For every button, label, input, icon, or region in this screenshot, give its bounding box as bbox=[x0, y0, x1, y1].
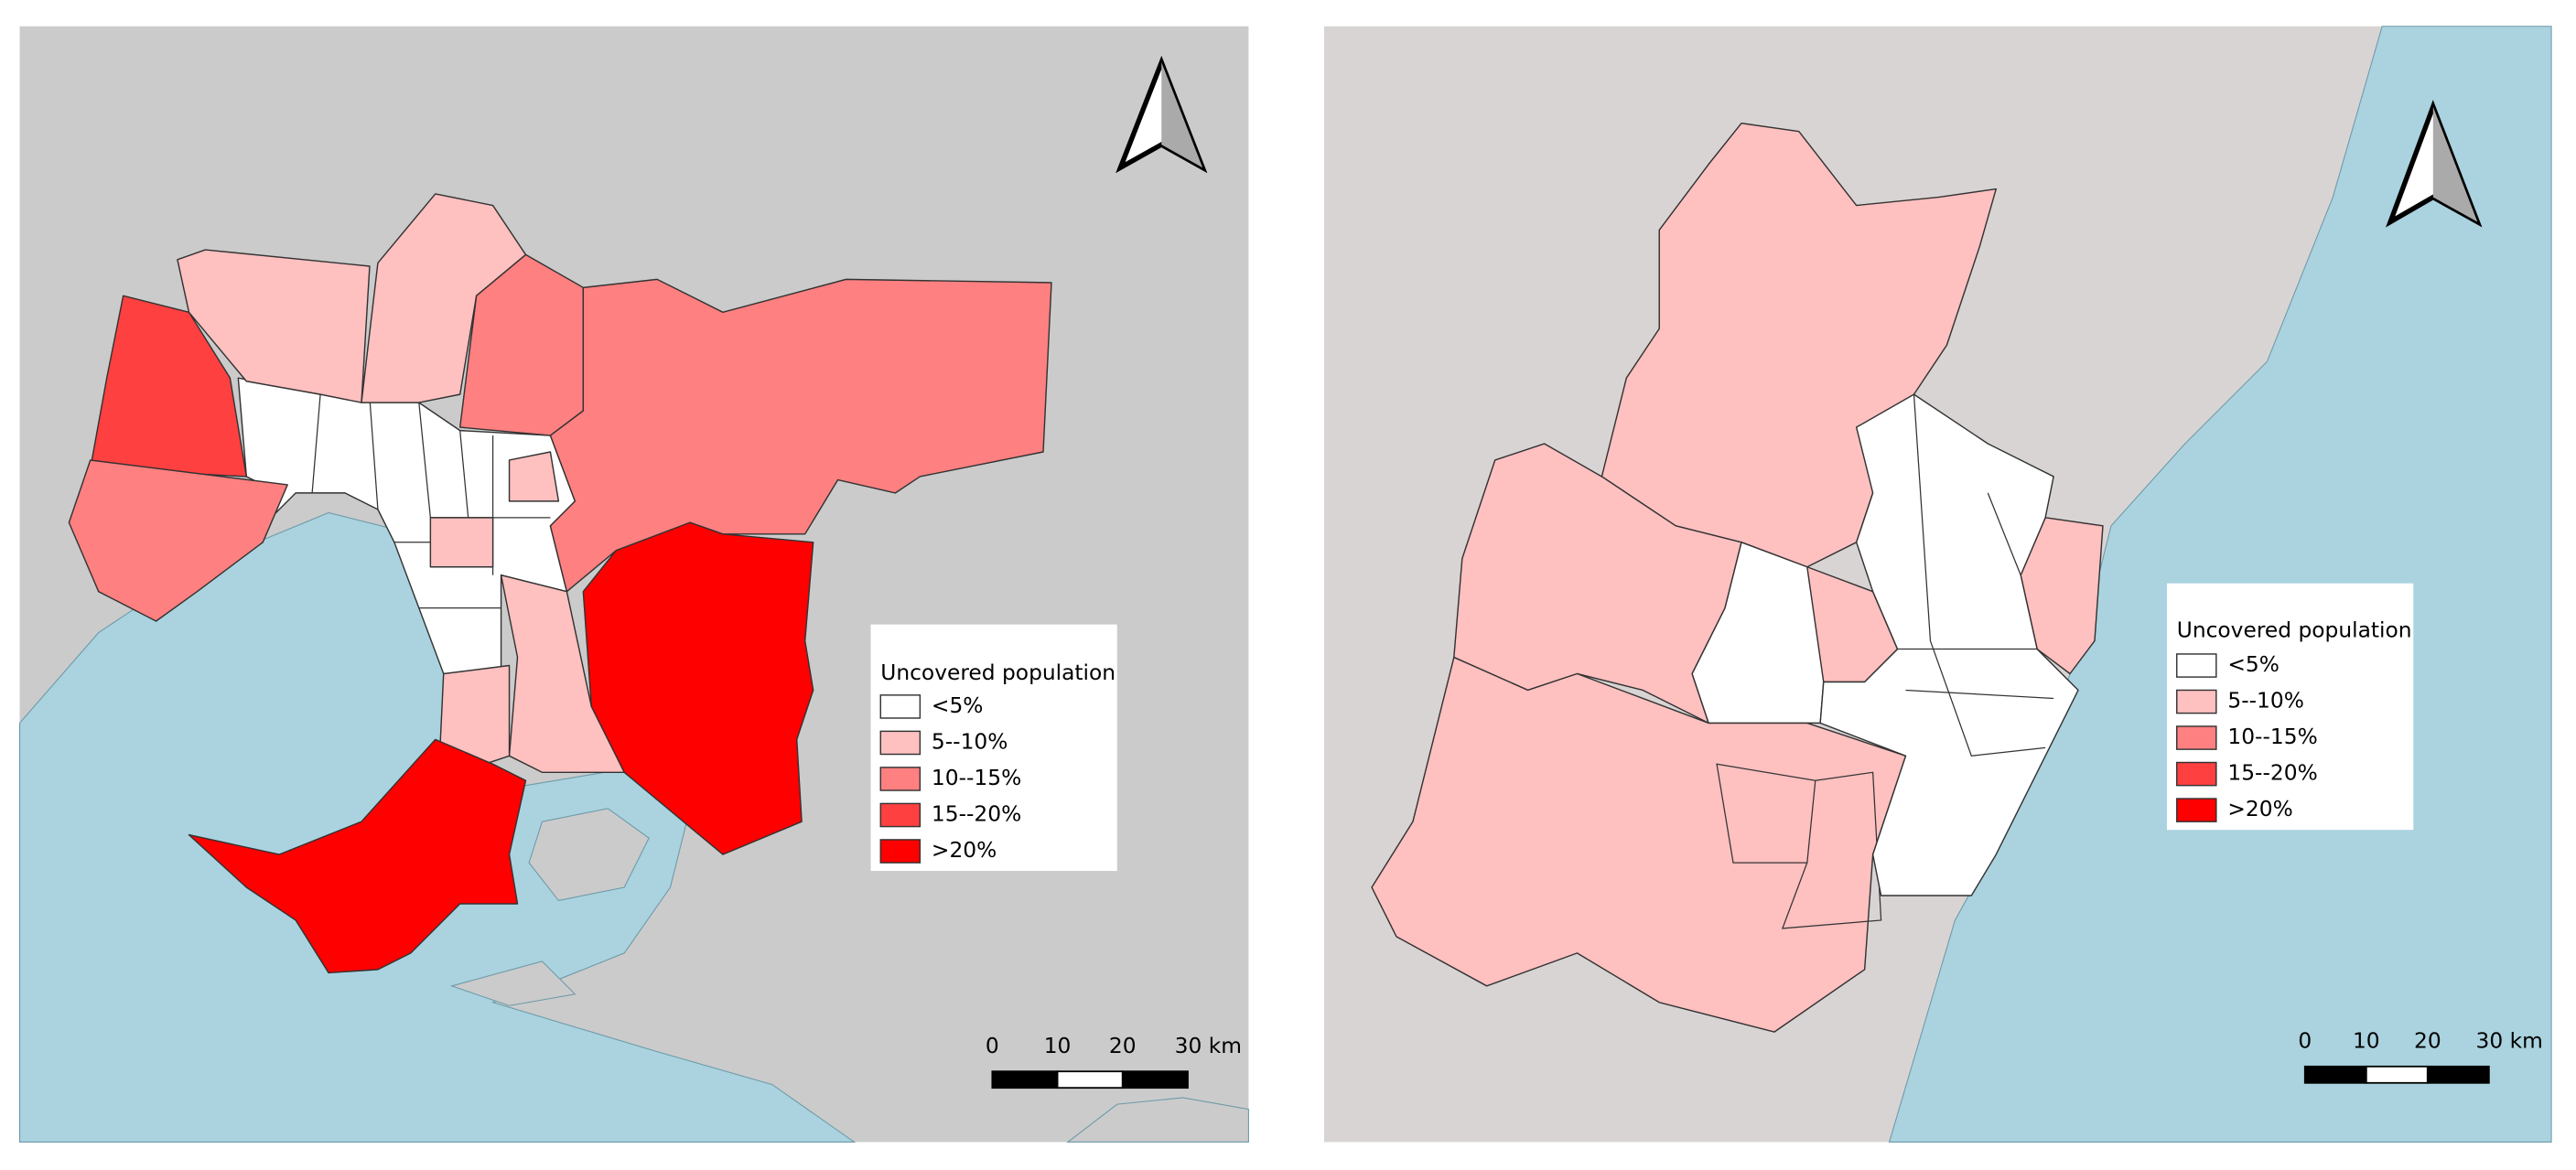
region bbox=[439, 664, 511, 766]
legend-label: <5% bbox=[2227, 651, 2280, 677]
scale-label: 20 bbox=[2414, 1027, 2441, 1053]
legend-swatch bbox=[2176, 653, 2217, 678]
region bbox=[1819, 393, 2079, 896]
region bbox=[177, 249, 371, 403]
scale-label: 30 km bbox=[2475, 1027, 2542, 1053]
land bbox=[449, 808, 1249, 1143]
region bbox=[1371, 656, 1907, 1033]
region bbox=[188, 738, 527, 974]
region bbox=[429, 517, 494, 568]
scale-segment bbox=[991, 1070, 1059, 1089]
scale-segment bbox=[2426, 1065, 2490, 1084]
region bbox=[68, 459, 288, 622]
legend-title: Uncovered population bbox=[880, 660, 1116, 685]
sydney-map: Uncovered population <5% 5--10% 10--15% 15--… bbox=[1323, 26, 2552, 1143]
scale-segment bbox=[2303, 1065, 2367, 1084]
legend-swatch bbox=[879, 730, 922, 756]
legend-swatch bbox=[2176, 761, 2217, 787]
region bbox=[549, 278, 1052, 593]
scale-segment bbox=[1121, 1070, 1189, 1089]
legend-label: 15--20% bbox=[2227, 760, 2317, 786]
legend-swatch bbox=[2176, 725, 2217, 750]
melbourne-map: Uncovered population <5% 5--10% 10--15% 15--… bbox=[19, 26, 1249, 1143]
legend-swatch bbox=[879, 802, 922, 828]
legend-swatch bbox=[879, 839, 922, 864]
legend-label: >20% bbox=[2227, 796, 2292, 821]
legend-label: >20% bbox=[932, 837, 997, 863]
boundary bbox=[1897, 394, 2054, 757]
legend-swatch bbox=[2176, 689, 2217, 714]
boundary bbox=[1716, 763, 1882, 929]
scale-label: 0 bbox=[2298, 1027, 2312, 1053]
scale-label: 10 bbox=[2353, 1027, 2380, 1053]
scale-label: 30 km bbox=[1175, 1033, 1242, 1058]
region bbox=[500, 574, 625, 774]
legend-label: 10--15% bbox=[2227, 724, 2317, 749]
legend-swatch bbox=[879, 767, 922, 791]
region bbox=[508, 451, 560, 502]
legend-label: 5--10% bbox=[932, 728, 1008, 754]
legend-swatch bbox=[879, 694, 922, 719]
scale-label: 10 bbox=[1044, 1033, 1072, 1058]
scale-label: 20 bbox=[1109, 1033, 1137, 1058]
scale-segment bbox=[1056, 1070, 1124, 1089]
legend-label: 10--15% bbox=[932, 765, 1021, 790]
scale-segment bbox=[2365, 1065, 2429, 1084]
north-arrow-shade bbox=[2432, 106, 2478, 222]
legend-label: <5% bbox=[932, 692, 984, 718]
legend-swatch bbox=[2176, 798, 2217, 822]
legend-label: 5--10% bbox=[2227, 688, 2304, 714]
legend-label: 15--20% bbox=[932, 800, 1021, 826]
scale-label: 0 bbox=[986, 1033, 999, 1058]
region bbox=[1691, 542, 1825, 725]
legend-title: Uncovered population bbox=[2177, 617, 2412, 642]
